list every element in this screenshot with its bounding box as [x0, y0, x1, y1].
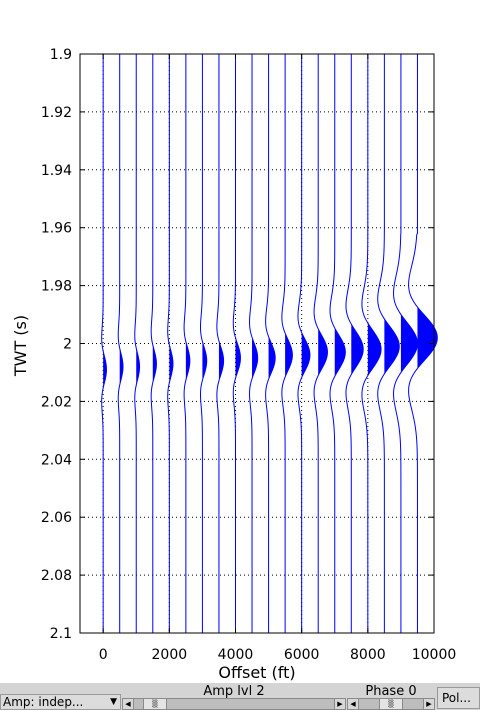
trace-19	[408, 54, 438, 633]
y-tick-label: 1.94	[41, 163, 72, 179]
x-axis-ticks: 0 2000 4000 6000 8000 10000	[99, 54, 457, 663]
trace-line	[232, 54, 241, 633]
slider-right-arrow-icon[interactable]: ▶	[423, 699, 434, 709]
slider-left-arrow-icon[interactable]: ◀	[123, 699, 134, 709]
trace-6	[199, 54, 208, 633]
trace-line	[199, 54, 208, 633]
trace-3	[150, 54, 157, 633]
trace-fill	[252, 54, 258, 633]
trace-fill	[334, 54, 346, 633]
x-tick-label: 4000	[218, 647, 254, 663]
y-tick-label: 2.02	[41, 394, 72, 410]
trace-fill	[400, 54, 418, 633]
trace-fill	[301, 54, 310, 633]
trace-line	[345, 54, 364, 633]
trace-1	[117, 54, 124, 633]
trace-fill	[318, 54, 328, 633]
trace-line	[150, 54, 157, 633]
phase-slider-label: Phase 0	[365, 684, 417, 699]
trace-line	[265, 54, 276, 633]
trace-line	[216, 54, 225, 633]
trace-17	[377, 54, 400, 633]
phase-slider[interactable]: ◀ ▒ ▶	[347, 698, 435, 710]
trace-4	[167, 54, 174, 633]
amp-slider-thumb[interactable]: ▒	[143, 699, 167, 709]
seismic-wiggle-chart: 0 2000 4000 6000 8000 10000 1.91.921.941.961.…	[11, 47, 457, 682]
amp-mode-select-value: Amp: indep...	[3, 695, 84, 709]
trace-5	[183, 54, 191, 633]
trace-line	[297, 54, 311, 633]
slider-left-arrow-icon[interactable]: ◀	[348, 699, 359, 709]
trace-line	[408, 54, 438, 633]
y-tick-label: 1.9	[50, 47, 72, 63]
amp-slider-label: Amp lvl 2	[203, 684, 265, 699]
slider-right-arrow-icon[interactable]: ▶	[334, 699, 345, 709]
y-tick-label: 2.08	[41, 568, 72, 584]
trace-fill	[367, 54, 382, 633]
chevron-down-icon: ▼	[110, 697, 117, 707]
x-tick-label: 8000	[350, 647, 386, 663]
trace-13	[313, 54, 328, 633]
trace-12	[297, 54, 311, 633]
y-tick-label: 1.96	[41, 221, 72, 237]
trace-line	[377, 54, 400, 633]
x-axis-label: Offset (ft)	[218, 663, 295, 682]
trace-fill	[351, 54, 364, 633]
y-tick-label: 2.06	[41, 510, 72, 526]
trace-line	[134, 54, 141, 633]
y-tick-label: 1.98	[41, 279, 72, 295]
trace-fill	[152, 54, 157, 633]
trace-line	[329, 54, 346, 633]
x-tick-label: 0	[99, 647, 108, 663]
trace-line	[167, 54, 174, 633]
trace-fill	[235, 54, 241, 633]
trace-7	[216, 54, 225, 633]
trace-15	[345, 54, 364, 633]
y-axis-label: TWT (s)	[11, 315, 30, 377]
x-tick-label: 2000	[152, 647, 188, 663]
trace-line	[101, 54, 107, 633]
amp-mode-select[interactable]: Amp: indep... ▼	[0, 694, 121, 710]
trace-8	[232, 54, 241, 633]
grid-lines	[80, 53, 435, 634]
trace-fill	[268, 54, 276, 633]
trace-0	[101, 54, 107, 633]
trace-fill	[384, 54, 400, 633]
y-tick-label: 2.04	[41, 452, 72, 468]
y-axis-ticks: 1.9 1.92 1.94 1.96 1.98 2 2.02 2.04 2.06 2.08 2.1	[41, 47, 434, 642]
trace-16	[361, 54, 382, 633]
x-tick-label: 10000	[412, 647, 457, 663]
trace-line	[281, 54, 293, 633]
trace-line	[249, 54, 259, 633]
y-tick-label: 2	[63, 337, 72, 353]
trace-line	[313, 54, 328, 633]
amp-slider[interactable]: ◀ ▒ ▶	[122, 698, 346, 710]
trace-10	[265, 54, 276, 633]
y-tick-label: 1.92	[41, 105, 72, 121]
trace-9	[249, 54, 259, 633]
trace-fill	[417, 54, 438, 633]
trace-line	[117, 54, 124, 633]
y-tick-label: 2.1	[50, 626, 72, 642]
x-tick-label: 6000	[284, 647, 320, 663]
trace-14	[329, 54, 346, 633]
trace-2	[134, 54, 141, 633]
control-strip: Amp: indep... ▼ Amp lvl 2 ◀ ▒ ▶ Phase 0 …	[0, 683, 480, 710]
trace-11	[281, 54, 293, 633]
phase-slider-thumb[interactable]: ▒	[379, 699, 403, 709]
trace-line	[183, 54, 191, 633]
polarity-button[interactable]: Pol...	[437, 687, 480, 709]
trace-group	[101, 54, 438, 633]
trace-line	[361, 54, 382, 633]
trace-fill	[285, 54, 293, 633]
